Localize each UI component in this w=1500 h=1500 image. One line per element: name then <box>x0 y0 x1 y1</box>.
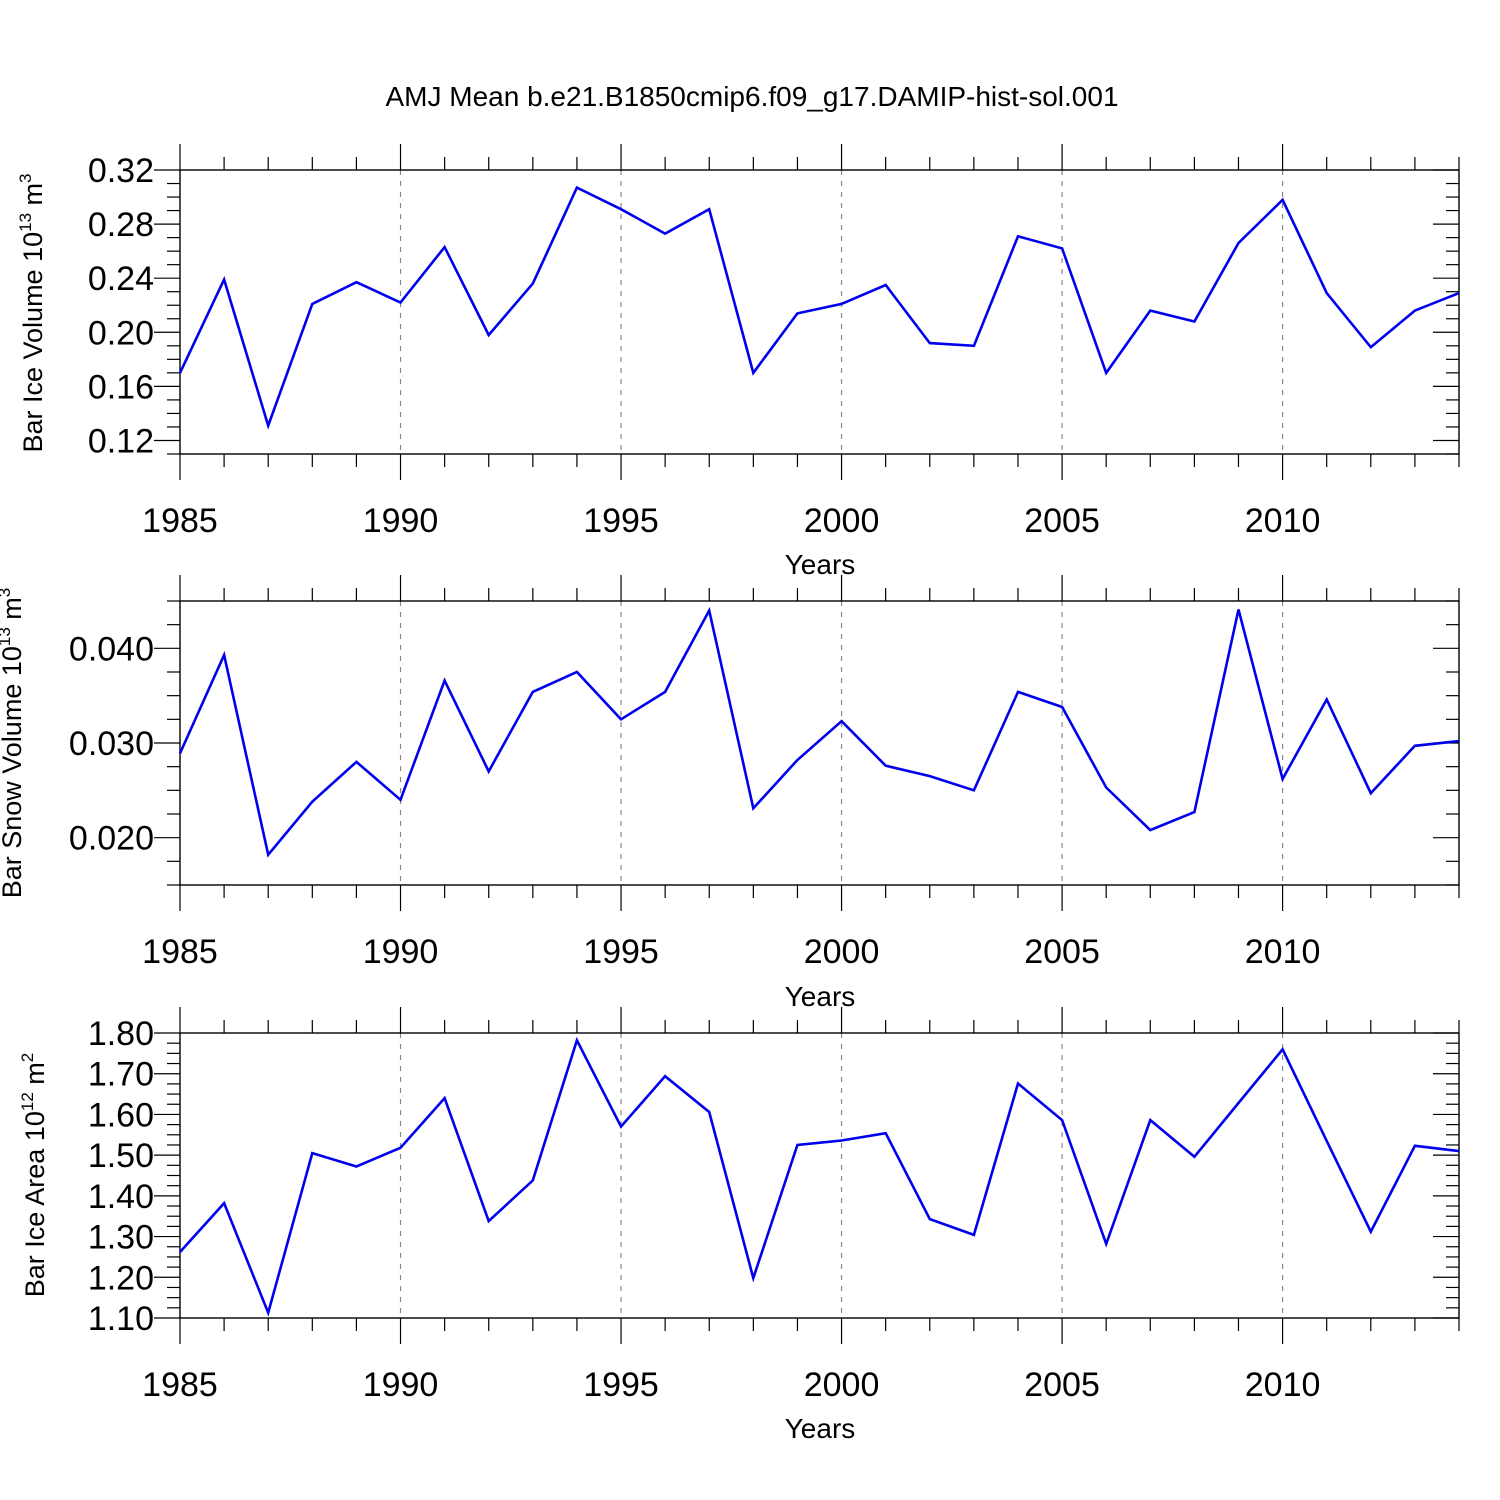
ice-area-series-line <box>179 1036 1460 1317</box>
ice-volume-y-tick-label: 0.32 <box>88 152 154 190</box>
ice-volume-x-tick-label: 1995 <box>583 502 659 540</box>
snow-volume-y-tick-label: 0.040 <box>69 630 154 668</box>
ice-area-plot-frame <box>179 1032 1460 1319</box>
ice-area-panel: Bar Ice Area 1012 m2 Years 1985 1990 1995 2… <box>18 1007 1460 1444</box>
ice-area-y-tick-label: 1.20 <box>88 1259 154 1297</box>
ice-area-y-tick-label: 1.50 <box>88 1137 154 1175</box>
snow-volume-y-axis-label: Bar Snow Volume 1013 m3 <box>0 588 27 899</box>
snow-volume-panel: Bar Snow Volume 1013 m3 Years 1985 1990 19… <box>0 575 1460 1012</box>
snow-volume-series-line <box>178 606 1460 858</box>
ice-volume-x-axis-label: Years <box>785 549 856 580</box>
ice-area-y-axis-label: Bar Ice Area 1012 m2 <box>18 1053 50 1298</box>
ice-area-y-tick-label: 1.80 <box>88 1015 154 1053</box>
snow-volume-x-tick-label: 2000 <box>804 933 880 971</box>
ice-area-x-tick-label: 1990 <box>363 1366 439 1404</box>
ice-volume-y-tick-label: 0.16 <box>88 368 154 406</box>
ice-area-y-tick-label: 1.60 <box>88 1096 154 1134</box>
ice-volume-y-tick-label: 0.24 <box>88 260 154 298</box>
snow-volume-x-tick-label: 2010 <box>1245 933 1321 971</box>
ice-volume-y-tick-label: 0.28 <box>88 206 154 244</box>
snow-volume-y-tick-label: 0.030 <box>69 725 154 763</box>
ice-area-x-tick-label: 1985 <box>142 1366 218 1404</box>
snow-volume-x-tick-label: 1990 <box>363 933 439 971</box>
snow-volume-x-tick-label: 1995 <box>583 933 659 971</box>
ice-volume-x-tick-label: 2000 <box>804 502 880 540</box>
ice-volume-y-tick-label: 0.20 <box>88 314 154 352</box>
ice-volume-x-tick-label: 1985 <box>142 502 218 540</box>
ice-volume-panel: Bar Ice Volume 1013 m3 Years 1985 1990 199… <box>16 144 1460 580</box>
ice-volume-series-line <box>178 185 1460 430</box>
ice-area-y-tick-label: 1.70 <box>88 1056 154 1094</box>
ice-area-x-tick-label: 2010 <box>1245 1366 1321 1404</box>
ice-volume-x-tick-label: 2010 <box>1245 502 1321 540</box>
snow-volume-x-tick-label: 2005 <box>1024 933 1100 971</box>
ice-area-y-tick-label: 1.10 <box>88 1300 154 1338</box>
ice-area-x-axis-label: Years <box>785 1413 856 1444</box>
snow-volume-y-tick-label: 0.020 <box>69 820 154 858</box>
ice-area-y-tick-label: 1.40 <box>88 1178 154 1216</box>
ice-area-x-tick-label: 2000 <box>804 1366 880 1404</box>
snow-volume-plot-frame <box>179 600 1460 886</box>
snow-volume-x-axis-label: Years <box>785 981 856 1012</box>
ice-volume-plot-frame <box>179 169 1460 455</box>
ice-area-y-tick-label: 1.30 <box>88 1219 154 1257</box>
ice-volume-x-tick-label: 1990 <box>363 502 439 540</box>
ice-area-x-tick-label: 1995 <box>583 1366 659 1404</box>
ice-volume-x-tick-label: 2005 <box>1024 502 1100 540</box>
snow-volume-x-tick-label: 1985 <box>142 933 218 971</box>
chart-title: AMJ Mean b.e21.B1850cmip6.f09_g17.DAMIP-… <box>385 81 1118 112</box>
ice-volume-y-tick-label: 0.12 <box>88 422 154 460</box>
ice-area-x-tick-label: 2005 <box>1024 1366 1100 1404</box>
ice-volume-y-axis-label: Bar Ice Volume 1013 m3 <box>16 173 48 452</box>
